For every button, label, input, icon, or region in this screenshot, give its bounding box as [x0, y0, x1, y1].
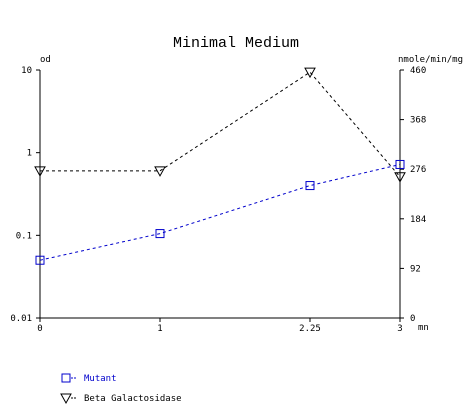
- y-right-tick-label: 460: [410, 66, 426, 76]
- x-axis-label: mn: [418, 323, 429, 333]
- y-axis-right-label: nmole/min/mg: [398, 55, 463, 65]
- y-right-tick-label: 276: [410, 165, 426, 175]
- y-left-tick-label: 1: [27, 149, 32, 159]
- y-right-tick-label: 92: [410, 264, 421, 274]
- data-point-mutant: [155, 229, 165, 239]
- y-right-tick-label: 0: [410, 314, 415, 324]
- data-point-mutant: [395, 159, 405, 169]
- data-point-mutant: [305, 181, 315, 191]
- series-line-mutant: [39, 163, 401, 261]
- x-tick-label: 2.25: [299, 324, 321, 334]
- y-left-tick-label: 0.01: [10, 314, 32, 324]
- data-point-beta-galactosidase: [154, 166, 166, 177]
- y-right-tick-label: 368: [410, 116, 426, 126]
- y-left-tick-label: 0.1: [16, 231, 32, 241]
- data-point-beta-galactosidase: [394, 172, 406, 183]
- chart-title: Minimal Medium: [173, 35, 299, 52]
- data-point-beta-galactosidase: [304, 67, 316, 79]
- legend-label-mutant: Mutant: [84, 374, 117, 384]
- y-axis-left-label: od: [40, 55, 51, 65]
- legend-marker-mutant: [61, 373, 71, 383]
- data-point-beta-galactosidase: [34, 166, 46, 177]
- legend-marker-beta-galactosidase: [60, 393, 72, 405]
- x-tick-label: 0: [37, 324, 42, 334]
- x-tick-label: 3: [397, 324, 402, 334]
- x-tick-label: 1: [157, 324, 162, 334]
- legend-label-beta-galactosidase: Beta Galactosidase: [84, 394, 182, 404]
- y-left-tick-label: 10: [21, 66, 32, 76]
- series-line-beta-galactosidase: [40, 71, 401, 178]
- y-right-tick-label: 184: [410, 215, 426, 225]
- data-point-mutant: [35, 255, 45, 265]
